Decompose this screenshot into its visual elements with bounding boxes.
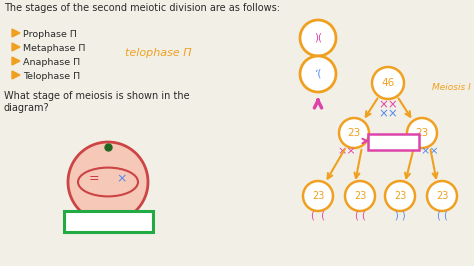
Text: 23: 23: [415, 128, 428, 138]
Text: 46: 46: [382, 78, 395, 88]
Text: 23: 23: [312, 191, 324, 201]
Circle shape: [385, 181, 415, 211]
Circle shape: [345, 181, 375, 211]
Text: 23: 23: [436, 191, 448, 201]
Polygon shape: [12, 71, 20, 79]
Polygon shape: [12, 57, 20, 65]
FancyBboxPatch shape: [368, 134, 419, 149]
Text: telophase Π: telophase Π: [125, 48, 191, 58]
Text: Prophase Π: Prophase Π: [23, 30, 77, 39]
Text: ( (: ( (: [437, 211, 447, 221]
Text: )(: )(: [314, 32, 322, 42]
Text: Metaphase Π: Metaphase Π: [65, 214, 153, 227]
Text: Anaphase Π: Anaphase Π: [23, 58, 80, 67]
Circle shape: [300, 20, 336, 56]
Text: 23: 23: [347, 128, 361, 138]
Text: Telophase Π: Telophase Π: [23, 72, 80, 81]
Circle shape: [427, 181, 457, 211]
Text: ×: ×: [117, 172, 127, 185]
FancyBboxPatch shape: [64, 210, 154, 231]
Text: ××: ××: [337, 146, 356, 156]
Text: Meiosis II: Meiosis II: [373, 138, 415, 147]
Circle shape: [407, 118, 437, 148]
Text: ××: ××: [378, 107, 398, 120]
Text: Meiosis I: Meiosis I: [432, 84, 471, 93]
Polygon shape: [12, 43, 20, 51]
Text: (  (: ( (: [311, 211, 325, 221]
Text: Metaphase Π: Metaphase Π: [23, 44, 85, 53]
Text: ʼ(: ʼ(: [314, 68, 322, 78]
Circle shape: [339, 118, 369, 148]
Text: The stages of the second meiotic division are as follows:: The stages of the second meiotic divisio…: [4, 3, 280, 13]
Text: ( (: ( (: [355, 211, 365, 221]
Text: 23: 23: [354, 191, 366, 201]
Circle shape: [68, 142, 148, 222]
Circle shape: [372, 67, 404, 99]
Polygon shape: [12, 29, 20, 37]
Text: ) ): ) ): [395, 211, 405, 221]
Text: 23: 23: [394, 191, 406, 201]
Text: ××: ××: [420, 146, 439, 156]
Circle shape: [303, 181, 333, 211]
Text: =: =: [89, 172, 100, 185]
Circle shape: [300, 56, 336, 92]
Text: What stage of meiosis is shown in the
diagram?: What stage of meiosis is shown in the di…: [4, 91, 190, 113]
Text: ××: ××: [378, 98, 398, 111]
